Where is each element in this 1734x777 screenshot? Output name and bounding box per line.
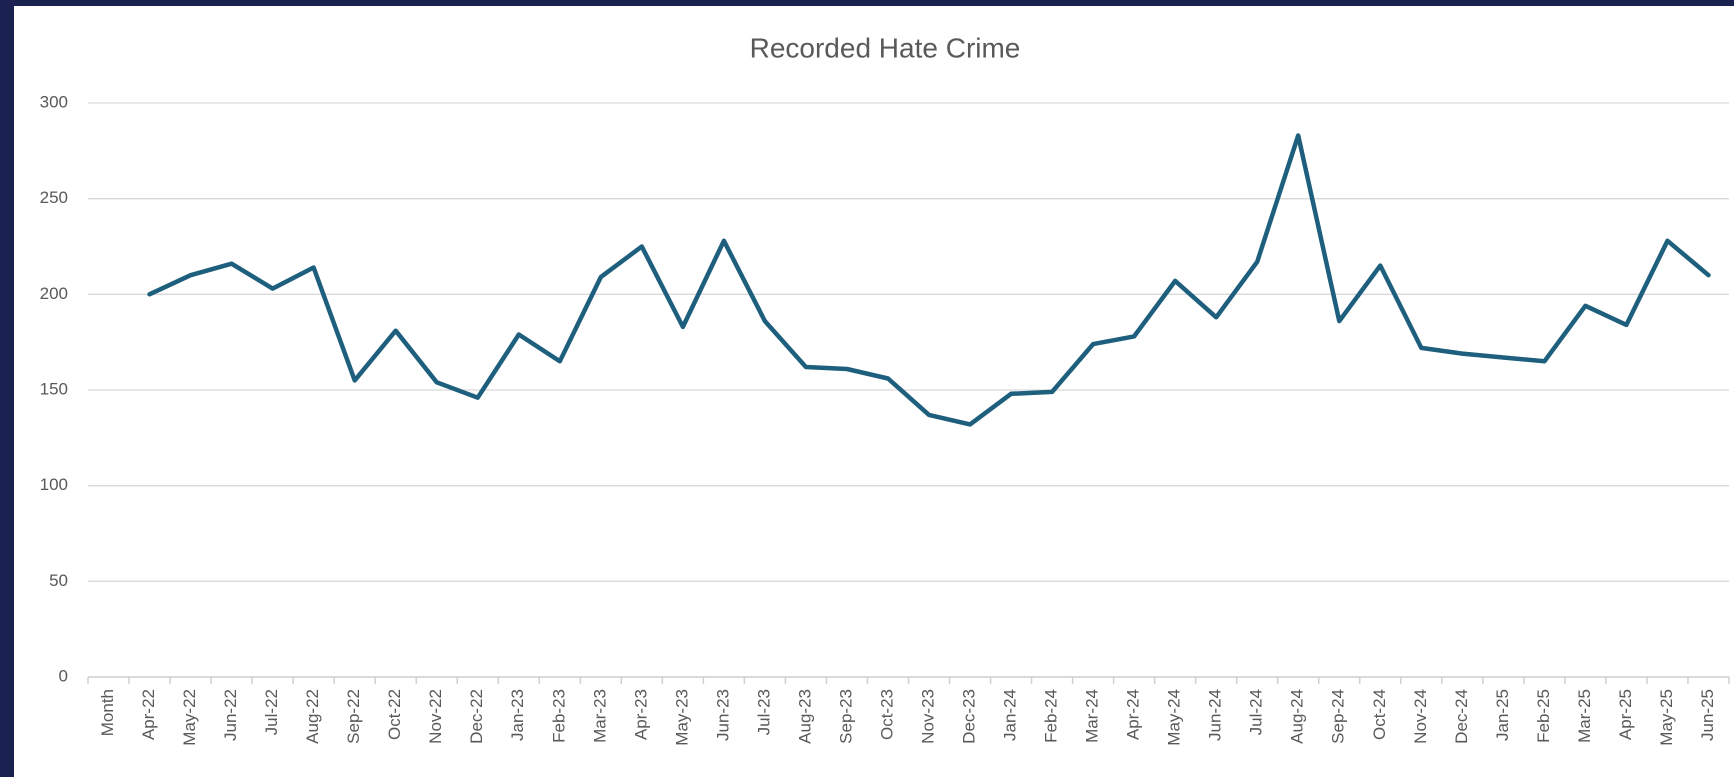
x-tick-label: Apr-24 [1124,689,1143,740]
x-tick-label: Apr-23 [631,689,650,740]
x-tick-label: Apr-25 [1616,689,1635,740]
x-tick-label: Feb-24 [1042,689,1061,743]
x-tick-label: Jun-23 [713,689,732,741]
x-tick-label: Sep-24 [1329,689,1348,744]
x-tick-label: Jul-22 [262,689,281,735]
y-tick-label: 0 [59,666,68,685]
x-tick-label: Aug-24 [1288,689,1307,744]
x-tick-label: Jun-22 [221,689,240,741]
x-tick-label: Jan-25 [1493,689,1512,741]
x-tick-label: May-23 [672,689,691,746]
x-tick-label: Nov-22 [426,689,445,744]
x-tick-label: Dec-24 [1452,689,1471,744]
x-tick-label: May-22 [180,689,199,746]
x-tick-label: Nov-24 [1411,689,1430,744]
x-tick-label: Dec-22 [467,689,486,744]
y-tick-label: 150 [40,379,68,398]
x-tick-label: May-24 [1165,689,1184,746]
y-tick-label: 300 [40,92,68,111]
x-tick-label: Jan-24 [1001,689,1020,741]
x-tick-label: Oct-23 [877,689,896,740]
x-tick-label: Nov-23 [918,689,937,744]
x-tick-label: Jan-23 [508,689,527,741]
x-tick-label: Feb-23 [549,689,568,743]
y-tick-label: 200 [40,284,68,303]
chart-area [14,6,1734,777]
y-tick-label: 250 [40,188,68,207]
x-tick-label: Oct-22 [385,689,404,740]
x-tick-label: Jul-23 [754,689,773,735]
x-tick-label: Mar-23 [590,689,609,743]
x-tick-label: Jul-24 [1247,689,1266,735]
x-tick-label: Aug-23 [795,689,814,744]
data-line [147,133,1711,427]
chart-title: Recorded Hate Crime [750,32,1021,63]
x-tick-label: Sep-22 [344,689,363,744]
x-tick-label: Oct-24 [1370,689,1389,740]
x-tick-label: May-25 [1657,689,1676,746]
y-tick-label: 100 [40,475,68,494]
x-tick-label: Mar-25 [1575,689,1594,743]
y-tick-label: 50 [49,571,68,590]
x-tick-label: Feb-25 [1534,689,1553,743]
x-tick-label: Sep-23 [836,689,855,744]
x-tick-label: Dec-23 [960,689,979,744]
x-tick-label: Apr-22 [139,689,158,740]
x-tick-label: Aug-22 [303,689,322,744]
x-tick-label: Month [98,689,117,736]
x-tick-label: Jun-24 [1206,689,1225,741]
x-tick-label: Jun-25 [1698,689,1717,741]
x-tick-label: Mar-24 [1083,689,1102,743]
